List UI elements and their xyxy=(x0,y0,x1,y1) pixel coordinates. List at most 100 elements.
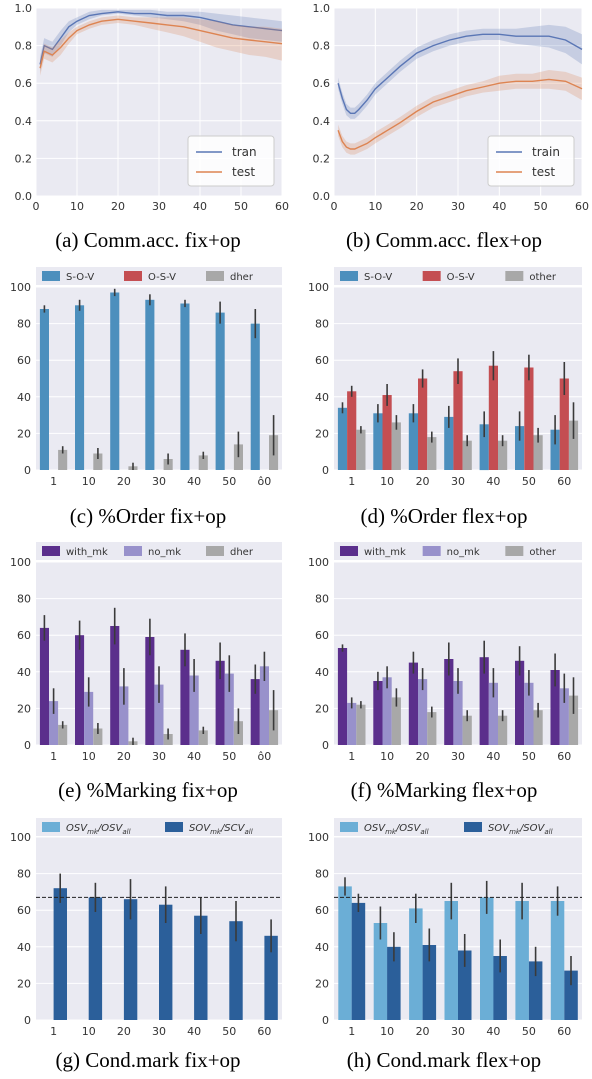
xtick-label: 40 xyxy=(187,750,201,763)
legend-label: O-S-V xyxy=(148,272,176,283)
bar-dher-40 xyxy=(198,730,208,745)
ytick-label: 0.4 xyxy=(15,115,33,128)
ytick-label: 20 xyxy=(17,977,31,990)
xtick-label: 40 xyxy=(486,475,500,488)
plot-area-c xyxy=(36,287,282,470)
legend-label: dher xyxy=(230,272,254,283)
legend-f: with_mk no_mk other xyxy=(334,542,582,560)
ytick-label: 0.4 xyxy=(313,115,331,128)
ytick-label: 100 xyxy=(308,556,329,569)
series-line-tran xyxy=(39,11,283,65)
xtick-label: 50 xyxy=(522,475,536,488)
bar-S-O-V-40 xyxy=(479,424,489,471)
bar-other-10 xyxy=(391,697,401,745)
ytick-label: 80 xyxy=(315,593,329,606)
bar-SOV_mk/SCV_all-20 xyxy=(123,899,138,1020)
xtick-label: 1 xyxy=(50,475,57,488)
bar-with_mk-50 xyxy=(215,660,225,745)
xtick-label: 60 xyxy=(557,475,571,488)
bar-dher-1 xyxy=(58,449,68,470)
xtick-label: 30 xyxy=(152,475,166,488)
series-line-train xyxy=(337,33,583,114)
bar-SOV_mk/SOV_all-10 xyxy=(387,946,401,1020)
bar-S-O-V-20 xyxy=(408,413,418,470)
ytick-label: 0 xyxy=(24,739,31,752)
legend-e: with_mk no_mk dher xyxy=(36,542,282,560)
bar-with_mk-40 xyxy=(180,649,190,745)
xtick-label: 10 xyxy=(380,475,394,488)
xtick-label: 20 xyxy=(111,200,125,213)
bar-SOV_mk/SOV_all-1 xyxy=(351,902,366,1020)
bar-OSV_mk/OSV_all-30 xyxy=(444,901,458,1020)
caption-d: (d) %Order flex+op xyxy=(360,504,528,528)
bar-no_mk-1 xyxy=(49,701,59,745)
bar-SOV_mk/SCV_all-50 xyxy=(229,921,243,1020)
legend-swatch xyxy=(42,271,60,281)
legend-swatch xyxy=(124,546,142,556)
legend-label: with_mk xyxy=(364,547,406,558)
bar-with_mk-10 xyxy=(373,681,383,745)
xtick-label: 0 xyxy=(33,200,40,213)
legend-swatch xyxy=(422,271,441,281)
bar-no_mk-10 xyxy=(382,677,392,745)
bar-other-30 xyxy=(462,440,472,470)
panel-c: 0 20 40 60 80 100 1 10 20 30 40 50 ô0 S-O-V O-S-V dher xyxy=(10,267,282,488)
bar-no_mk-50 xyxy=(524,682,534,745)
bar-with_mk-1 xyxy=(39,627,49,745)
bar-S-O-V-1 xyxy=(337,407,348,470)
bar-with_mk-40 xyxy=(479,657,489,745)
xtick-label: 10 xyxy=(70,200,84,213)
xtick-label: 30 xyxy=(451,750,465,763)
bar-S-O-V-20 xyxy=(110,292,120,470)
confidence-band-train xyxy=(338,24,582,119)
legend-box xyxy=(487,135,575,187)
xtick-label: 10 xyxy=(82,750,96,763)
bar-SOV_mk/SOV_all-20 xyxy=(422,945,437,1020)
bar-dher-1 xyxy=(58,724,68,745)
caption-a: (a) Comm.acc. fix+op xyxy=(55,228,241,252)
legend-h: OSVmk/OSVall SOVmk/SOVall xyxy=(334,818,582,836)
xtick-label: 40 xyxy=(486,750,500,763)
legend-label: train xyxy=(532,145,560,159)
legend-label: O-S-V xyxy=(447,272,475,283)
xtick-label: 30 xyxy=(451,200,465,213)
xtick-label: 10 xyxy=(82,1025,96,1038)
panel-f: 0 20 40 60 80 100 1 10 20 30 40 50 60 with_mk no_mk oth… xyxy=(308,542,582,763)
bar-SOV_mk/SCV_all-10 xyxy=(88,897,103,1020)
bar-with_mk-60 xyxy=(550,670,560,745)
ytick-label: 0.6 xyxy=(313,77,331,90)
xtick-label: 20 xyxy=(117,750,131,763)
bar-O-S-V-10 xyxy=(382,395,392,470)
legend-label: dher xyxy=(230,547,254,558)
bar-other-50 xyxy=(533,435,543,470)
bar-SOV_mk/SCV_all-30 xyxy=(159,904,173,1020)
legend-label: SOVmk/SCVall xyxy=(189,823,253,836)
ytick-label: 80 xyxy=(17,593,31,606)
bar-O-S-V-20 xyxy=(418,378,428,470)
ytick-label: 40 xyxy=(17,391,31,404)
xtick-label: 50 xyxy=(222,1025,236,1038)
xtick-label: 50 xyxy=(222,475,236,488)
legend-c: S-O-V O-S-V dher xyxy=(36,267,282,285)
bar-other-10 xyxy=(391,422,401,470)
bar-O-S-V-60 xyxy=(559,378,569,470)
bar-SOV_mk/SCV_all-1 xyxy=(53,888,67,1020)
caption-b: (b) Comm.acc. flex+op xyxy=(345,228,543,252)
panel-g: 0 20 40 60 80 100 1 10 20 30 40 50 60 OSVmk/OSVall SOV… xyxy=(10,818,282,1038)
ytick-label: 20 xyxy=(315,427,329,440)
legend-label: no_mk xyxy=(447,547,480,558)
caption-c: (c) %Order fix+op xyxy=(69,504,227,528)
ytick-label: 0.0 xyxy=(313,190,331,203)
legend-swatch xyxy=(505,546,524,556)
bar-dher-40 xyxy=(198,455,208,470)
legend-label: other xyxy=(529,272,557,283)
ytick-label: 20 xyxy=(315,702,329,715)
xtick-label: 1 xyxy=(348,750,355,763)
ytick-label: 60 xyxy=(17,354,31,367)
bar-SOV_mk/SOV_all-60 xyxy=(564,970,578,1020)
legend-label: OSVmk/OSVall xyxy=(364,823,429,836)
ytick-label: 0.2 xyxy=(313,152,331,165)
ytick-label: 80 xyxy=(17,868,31,881)
legend-box xyxy=(36,818,282,836)
